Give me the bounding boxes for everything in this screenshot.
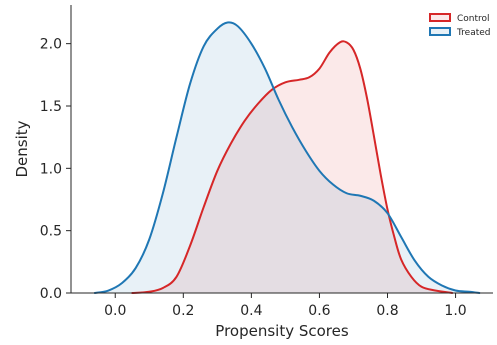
legend-swatch-treated — [430, 28, 450, 35]
y-ticks: 0.0 0.5 1.0 1.5 2.0 — [40, 37, 71, 302]
legend: Control Treated — [430, 14, 491, 38]
x-axis-label: Propensity Scores — [215, 322, 349, 340]
y-tick-label: 1.0 — [40, 161, 62, 177]
y-axis-label: Density — [13, 120, 31, 177]
x-tick-label: 0.8 — [376, 303, 398, 319]
y-tick-label: 2.0 — [40, 37, 62, 53]
y-tick-label: 0.0 — [40, 286, 62, 302]
legend-swatch-control — [430, 14, 450, 21]
density-fill-treated — [95, 22, 480, 293]
x-ticks: 0.0 0.2 0.4 0.6 0.8 1.0 — [104, 293, 467, 319]
x-tick-label: 0.6 — [308, 303, 330, 319]
x-tick-label: 0.4 — [240, 303, 262, 319]
y-tick-label: 1.5 — [40, 99, 62, 115]
x-tick-label: 1.0 — [444, 303, 466, 319]
x-tick-label: 0.2 — [172, 303, 194, 319]
legend-label-treated: Treated — [456, 28, 491, 38]
density-fills — [95, 22, 480, 293]
y-tick-label: 0.5 — [40, 224, 62, 240]
x-tick-label: 0.0 — [104, 303, 126, 319]
legend-label-control: Control — [457, 14, 490, 24]
